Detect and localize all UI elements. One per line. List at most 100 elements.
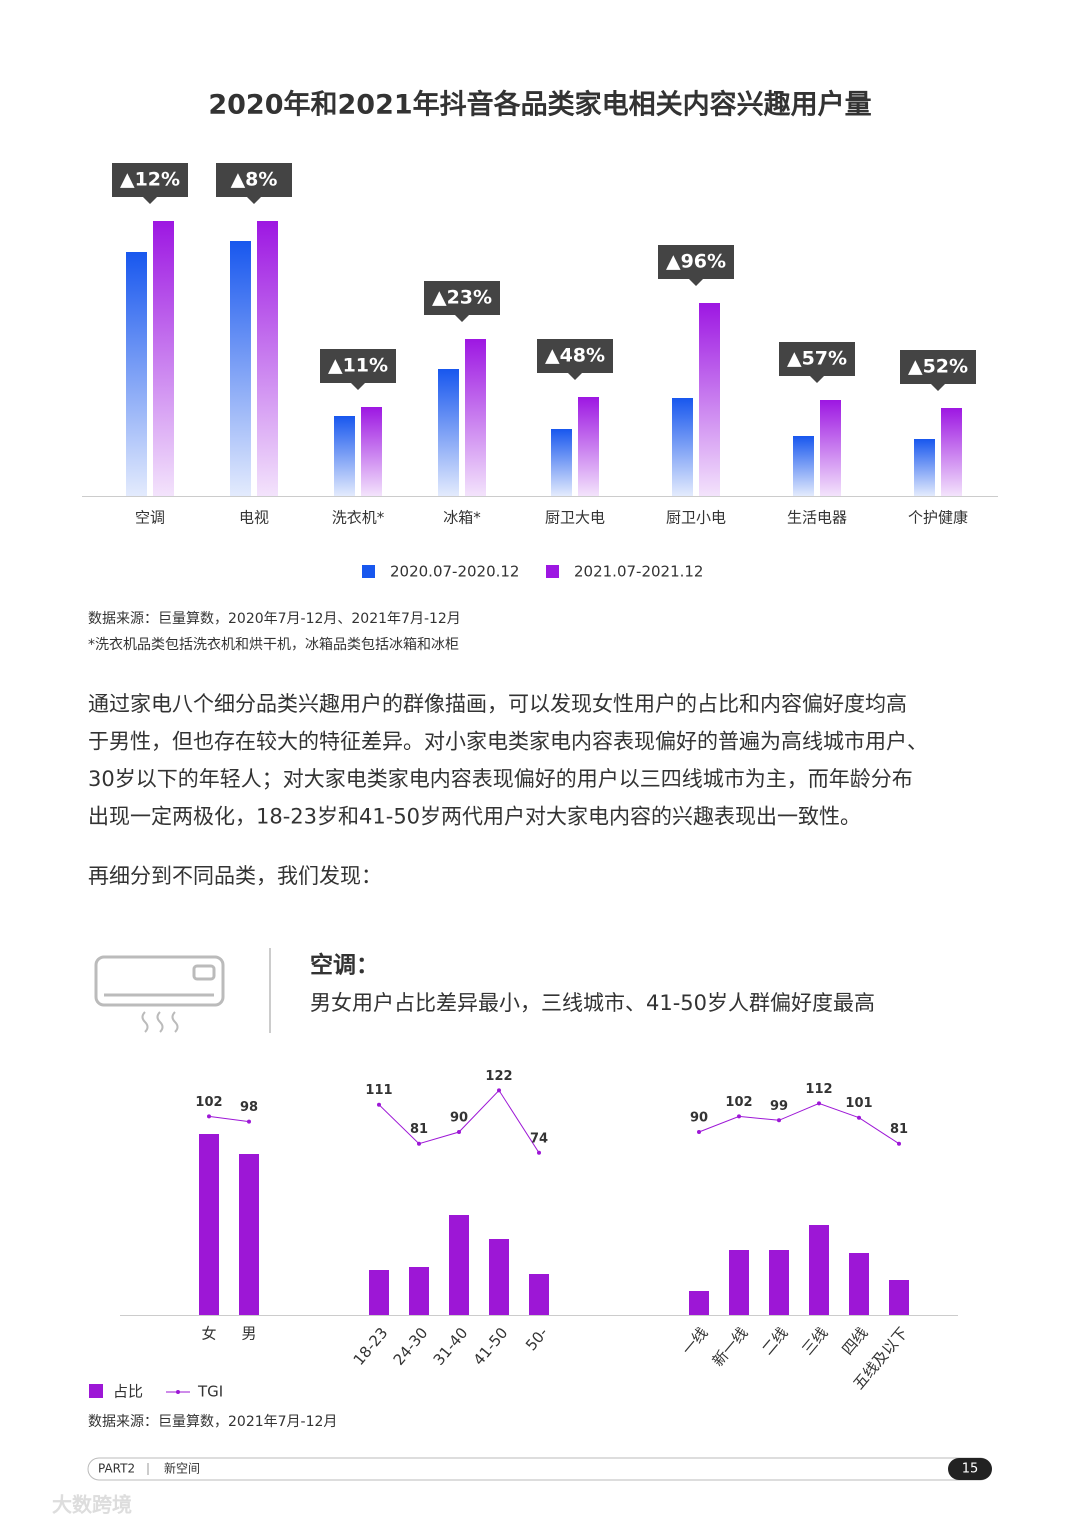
tgi-point xyxy=(417,1141,421,1146)
tgi-label: 99 xyxy=(770,1099,788,1114)
tgi-label: 101 xyxy=(845,1096,872,1111)
tgi-label: 112 xyxy=(805,1082,832,1097)
tgi-label: 98 xyxy=(240,1100,258,1115)
body-line: 出现一定两极化，18-23岁和41-50岁两代用户对大家电内容的兴趣表现出一致性… xyxy=(88,805,861,829)
x-tick-label: 冰箱* xyxy=(443,509,481,527)
growth-label: ▲57% xyxy=(787,348,847,370)
tgi-point xyxy=(737,1114,741,1119)
bar xyxy=(941,408,962,496)
x-tick-label: 二线 xyxy=(758,1324,791,1359)
growth-label: ▲8% xyxy=(231,169,278,191)
bar xyxy=(914,439,935,496)
legend-swatch xyxy=(89,1384,103,1398)
x-tick-label: 24-30 xyxy=(390,1324,432,1369)
page-pill xyxy=(948,1458,992,1480)
watermark: 大数跨境 xyxy=(52,1493,132,1517)
growth-label: ▲48% xyxy=(545,345,605,367)
body-line: 30岁以下的年轻人；对大家电类家电内容表现偏好的用户以三四线城市为主，而年龄分布 xyxy=(88,767,913,791)
body-line: 于男性，但也存在较大的特征差异。对小家电类家电内容表现偏好的普遍为高线城市用户、 xyxy=(88,730,928,754)
tgi-point xyxy=(697,1130,701,1134)
section-heading: 空调： xyxy=(310,952,379,979)
footer-section: 新空间 xyxy=(164,1461,200,1476)
growth-label: ▲96% xyxy=(666,251,726,273)
bar xyxy=(551,429,572,496)
growth-badge xyxy=(216,163,292,204)
growth-badge xyxy=(112,163,188,204)
bar xyxy=(438,369,459,496)
tgi-line xyxy=(698,1102,900,1145)
x-tick-label: 一线 xyxy=(678,1324,711,1359)
body-line: 通过家电八个细分品类兴趣用户的群像描画，可以发现女性用户的占比和内容偏好度均高 xyxy=(88,692,907,716)
x-tick-label: 电视 xyxy=(239,509,269,527)
section-summary: 男女用户占比差异最小，三线城市、41-50岁人群偏好度最高 xyxy=(310,991,875,1015)
x-tick-label: 18-23 xyxy=(350,1324,392,1369)
bar xyxy=(672,398,693,496)
legend-swatch xyxy=(362,565,375,578)
tgi-label: 81 xyxy=(410,1122,428,1137)
tgi-label: 111 xyxy=(365,1083,392,1098)
tgi-label: 74 xyxy=(530,1131,548,1146)
tgi-label: 90 xyxy=(450,1111,468,1126)
bar xyxy=(257,221,278,496)
ac-icon xyxy=(94,955,225,1033)
bar xyxy=(578,397,599,496)
growth-badge xyxy=(900,350,976,391)
bar xyxy=(769,1250,789,1315)
tgi-point xyxy=(537,1150,541,1155)
bar xyxy=(465,339,486,496)
tgi-line xyxy=(208,1115,250,1123)
bar xyxy=(820,400,841,496)
x-tick-label: 生活电器 xyxy=(787,509,847,527)
x-tick-label: 三线 xyxy=(798,1324,831,1359)
tgi-label: 122 xyxy=(485,1069,512,1084)
growth-label: ▲11% xyxy=(328,355,388,377)
intro: 再细分到不同品类，我们发现： xyxy=(88,864,382,888)
bar xyxy=(199,1134,219,1315)
tgi-point xyxy=(897,1141,901,1146)
x-tick-label: 空调 xyxy=(135,509,165,527)
x-tick-label: 厨卫小电 xyxy=(666,509,726,527)
tgi-point xyxy=(207,1114,211,1119)
growth-label: ▲12% xyxy=(120,169,180,191)
bar xyxy=(449,1215,469,1315)
tgi-point xyxy=(377,1102,381,1107)
x-tick-label: 女 xyxy=(201,1325,216,1343)
bar xyxy=(334,416,355,496)
page-number: 15 xyxy=(962,1462,979,1477)
x-tick-label: 个护健康 xyxy=(908,509,968,527)
bar xyxy=(153,221,174,496)
bar xyxy=(361,407,382,496)
growth-badge xyxy=(424,281,500,322)
source: 数据来源：巨量算数，2021年7月-12月 xyxy=(88,1414,337,1430)
bar xyxy=(126,252,147,496)
legend-label: 2021.07-2021.12 xyxy=(574,563,703,581)
growth-badge xyxy=(779,342,855,383)
footnote: *洗衣机品类包括洗衣机和烘干机，冰箱品类包括冰箱和冰柜 xyxy=(88,637,459,653)
source: 数据来源：巨量算数，2020年7月-12月、2021年7月-12月 xyxy=(88,611,461,627)
footer-part: PART2 xyxy=(98,1462,135,1476)
x-tick-label: 50- xyxy=(522,1324,552,1354)
bar xyxy=(529,1274,549,1315)
x-tick-label: 41-50 xyxy=(470,1324,512,1369)
bar xyxy=(889,1280,909,1315)
legend-swatch xyxy=(546,565,559,578)
tgi-point xyxy=(457,1130,461,1134)
growth-label: ▲23% xyxy=(432,287,492,309)
x-tick-label: 男 xyxy=(241,1325,256,1343)
x-tick-label: 新一线 xyxy=(709,1324,752,1370)
legend-label: 占比 xyxy=(113,1383,143,1401)
tgi-point xyxy=(247,1119,251,1124)
legend-marker xyxy=(176,1390,180,1394)
bar xyxy=(689,1291,709,1315)
bar xyxy=(699,303,720,496)
tgi-label: 102 xyxy=(195,1095,222,1110)
bar xyxy=(489,1239,509,1315)
bar xyxy=(230,241,251,496)
tgi-label: 90 xyxy=(690,1111,708,1126)
bar xyxy=(793,436,814,496)
growth-label: ▲52% xyxy=(908,356,968,378)
bar xyxy=(369,1270,389,1315)
bar xyxy=(729,1250,749,1315)
